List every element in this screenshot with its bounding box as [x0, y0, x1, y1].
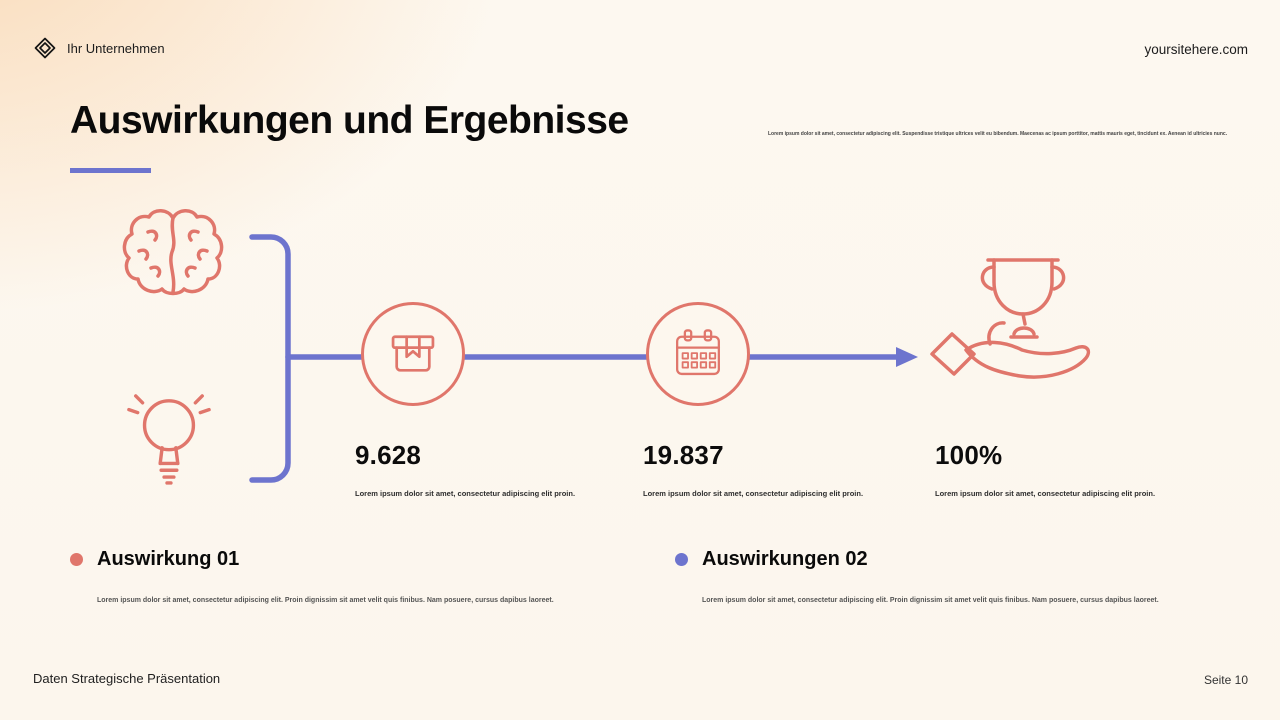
stat-caption: Lorem ipsum dolor sit amet, consectetur … [935, 489, 1156, 498]
header-brand: Ihr Unternehmen [33, 36, 165, 60]
impact-title: Auswirkung 01 [97, 548, 240, 570]
diamond-logo-icon [33, 36, 57, 60]
title-underline-accent [70, 168, 151, 173]
footer-presentation-name: Daten Strategische Präsentation [33, 671, 221, 686]
brain-icon [122, 209, 224, 296]
impact-text: Lorem ipsum dolor sit amet, consectetur … [702, 597, 1159, 604]
company-name: Ihr Unternehmen [67, 40, 165, 56]
impact-section-1: Auswirkung 01 Lorem ipsum dolor sit amet… [70, 548, 630, 604]
impact-title: Auswirkungen 02 [702, 548, 868, 570]
impact-text: Lorem ipsum dolor sit amet, consectetur … [97, 597, 554, 604]
page-title: Auswirkungen und Ergebnisse [70, 99, 629, 142]
stat-block-2: 19.837 Lorem ipsum dolor sit amet, conse… [643, 440, 943, 498]
stat-caption: Lorem ipsum dolor sit amet, consectetur … [355, 489, 576, 498]
arrowhead-icon [896, 347, 918, 367]
archive-box-icon [391, 335, 435, 372]
calendar-icon [676, 329, 720, 376]
website-url: yoursitehere.com [1144, 42, 1248, 57]
lightbulb-icon [127, 394, 211, 485]
stat-value: 19.837 [643, 440, 724, 470]
bullet-dot-coral [70, 553, 83, 566]
stat-block-1: 9.628 Lorem ipsum dolor sit amet, consec… [355, 440, 655, 498]
trophy-in-hand-icon [930, 258, 1091, 379]
stat-caption: Lorem ipsum dolor sit amet, consectetur … [643, 489, 864, 498]
impact-section-2: Auswirkungen 02 Lorem ipsum dolor sit am… [675, 548, 1235, 604]
process-diagram [0, 190, 1280, 520]
stat-block-3: 100% Lorem ipsum dolor sit amet, consect… [935, 440, 1235, 498]
stat-value: 100% [935, 440, 1003, 470]
step-circle-2 [646, 302, 750, 406]
bullet-dot-purple [675, 553, 688, 566]
footer-page-number: Seite 10 [1203, 673, 1248, 687]
stat-value: 9.628 [355, 440, 422, 470]
step-circle-1 [361, 302, 465, 406]
intro-paragraph: Lorem ipsum dolor sit amet, consectetur … [768, 131, 1228, 137]
